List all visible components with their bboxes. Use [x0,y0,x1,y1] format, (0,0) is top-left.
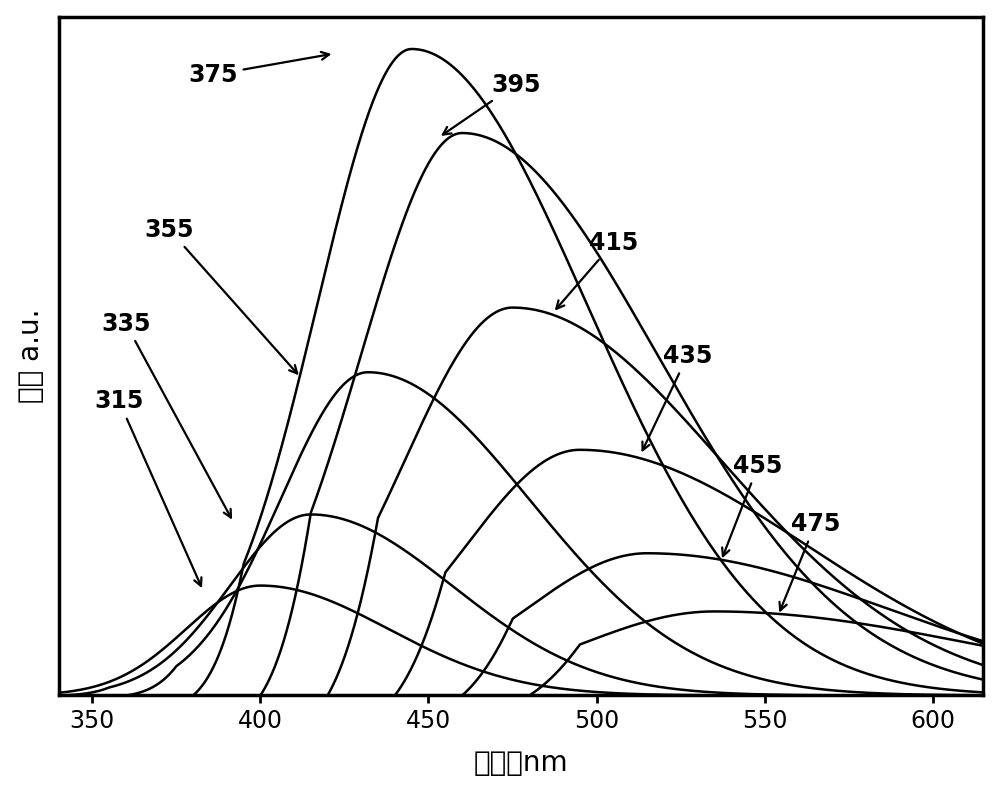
Text: 335: 335 [101,312,231,518]
Y-axis label: 强度 a.u.: 强度 a.u. [17,309,45,403]
Text: 455: 455 [722,454,783,556]
Text: 475: 475 [779,512,840,611]
Text: 375: 375 [188,52,329,87]
X-axis label: 波长，nm: 波长，nm [474,750,568,777]
Text: 315: 315 [94,389,201,586]
Text: 435: 435 [642,344,712,450]
Text: 415: 415 [556,231,638,309]
Text: 395: 395 [443,72,541,135]
Text: 355: 355 [145,218,297,373]
